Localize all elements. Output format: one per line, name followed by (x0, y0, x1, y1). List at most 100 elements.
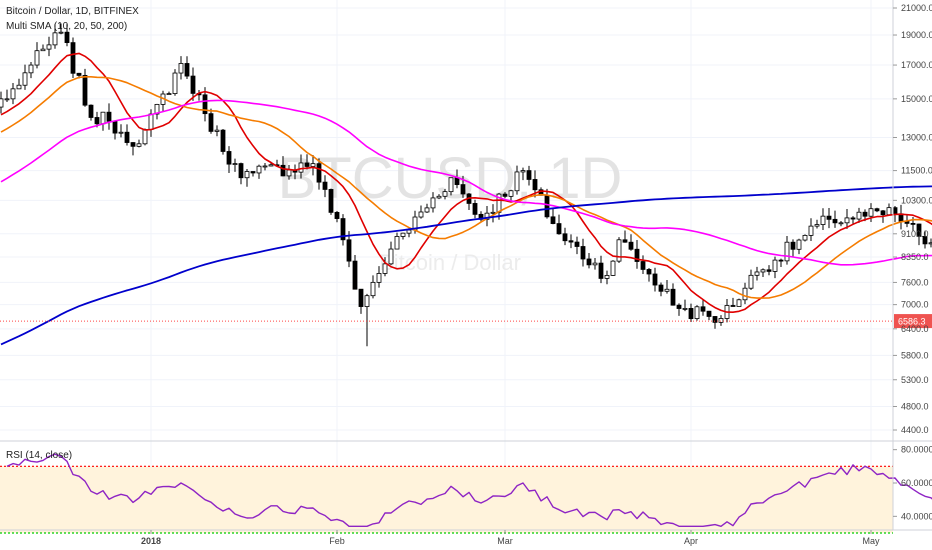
watermark-sub: Bitcoin / Dollar (379, 250, 521, 275)
price-tick-label: 21000.0 (901, 3, 932, 13)
price-tick-label: 19000.0 (901, 30, 932, 40)
candle-body (40, 48, 46, 52)
candle-body (850, 217, 856, 220)
candle-body (358, 288, 364, 307)
candle-body (880, 210, 886, 216)
candle-body (382, 263, 388, 274)
candle-body (70, 42, 76, 74)
candle-body (322, 181, 328, 190)
candle-body (16, 84, 22, 90)
candle-body (568, 240, 574, 243)
price-tick-label: 4800.0 (901, 402, 929, 412)
last-price-label: 6586.3 (898, 317, 926, 327)
candle-body (730, 305, 736, 307)
candle-body (838, 222, 844, 225)
candle-body (112, 120, 118, 134)
rsi-line (6, 453, 932, 527)
candle-body (124, 131, 130, 143)
sma-line-20 (0, 76, 932, 299)
candle-body (400, 232, 406, 237)
sma-line-200 (0, 185, 932, 346)
candle-body (856, 211, 862, 220)
candle-body (286, 169, 292, 177)
candle-body (910, 223, 916, 225)
candle-body (328, 189, 334, 213)
rsi-tick-label: 80.0000 (901, 445, 932, 455)
price-tick-label: 7000.0 (901, 300, 929, 310)
candle-body (658, 284, 664, 292)
price-tick-label: 7600.0 (901, 277, 929, 287)
candle-body (700, 306, 706, 312)
candle-body (688, 308, 694, 320)
sma-line-10 (0, 52, 932, 314)
grid (0, 0, 893, 530)
candle-body (868, 208, 874, 217)
candle-body (814, 224, 820, 227)
candle-body (28, 64, 34, 74)
candle-body (760, 269, 766, 273)
candle-body (628, 241, 634, 250)
candle-body (370, 281, 376, 297)
candle-body (190, 75, 196, 94)
candle-body (862, 211, 868, 217)
candle-body (340, 218, 346, 241)
candle-body (418, 211, 424, 218)
candle-body (352, 260, 358, 290)
sma-line-50 (0, 99, 932, 266)
candle-body (136, 143, 142, 147)
candle-body (526, 170, 532, 180)
candle-body (0, 98, 4, 108)
price-tick-label: 17000.0 (901, 60, 932, 70)
candle-body (784, 241, 790, 262)
candle-body (520, 170, 526, 173)
candle-body (250, 171, 256, 174)
candle-body (262, 165, 268, 168)
time-tick-label: 2018 (141, 536, 161, 546)
candle-body (346, 239, 352, 262)
candle-body (298, 162, 304, 173)
candle-body (46, 44, 52, 50)
indicator-label: Multi SMA (10, 20, 50, 200) (6, 21, 128, 32)
rsi-band (0, 466, 893, 533)
candle-body (736, 299, 742, 307)
rsi-tick-label: 40.0000 (901, 511, 932, 521)
price-tick-label: 5300.0 (901, 375, 929, 385)
candle-body (598, 262, 604, 279)
candle-body (280, 164, 286, 177)
candle-body (76, 72, 82, 76)
candle-body (64, 31, 70, 44)
candle-body (580, 246, 586, 260)
candle-body (172, 72, 178, 94)
candle-body (508, 190, 514, 197)
price-tick-label: 10300.0 (901, 195, 932, 205)
candle-body (460, 184, 466, 195)
candle-body (58, 31, 64, 34)
candle-body (922, 235, 928, 245)
candle-body (550, 216, 556, 224)
candle-body (514, 171, 520, 192)
candle-body (10, 88, 16, 100)
candle-body (424, 207, 430, 213)
candle-body (610, 260, 616, 276)
candle-body (256, 165, 262, 174)
candle-body (142, 129, 148, 145)
candle-body (706, 310, 712, 317)
candle-body (916, 223, 922, 237)
candle-body (796, 239, 802, 250)
candle-body (604, 275, 610, 279)
candle-body (808, 225, 814, 236)
candle-body (874, 208, 880, 212)
price-tick-label: 4400.0 (901, 425, 929, 435)
price-tick-label: 13000.0 (901, 132, 932, 142)
candle-body (430, 197, 436, 209)
candle-body (82, 75, 88, 106)
price-tick-label: 6400.0 (901, 324, 929, 334)
candle-body (364, 295, 370, 307)
candle-body (34, 50, 40, 66)
candle-body (694, 306, 700, 320)
price-tick-label: 5800.0 (901, 350, 929, 360)
candle-body (214, 129, 220, 132)
price-tick-label: 9100.0 (901, 229, 929, 239)
